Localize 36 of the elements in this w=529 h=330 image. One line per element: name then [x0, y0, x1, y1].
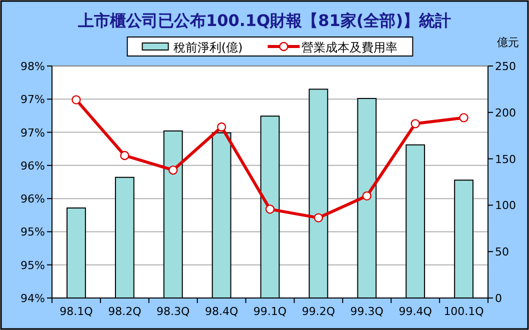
y-tick-label: 94%: [20, 292, 45, 305]
y2-tick-label: 200: [495, 106, 516, 120]
x-tick-label: 98.1Q: [60, 305, 94, 318]
y-tick-label: 97%: [20, 93, 45, 106]
y-tick-label: 95%: [20, 258, 45, 272]
point: [168, 165, 178, 175]
point: [362, 191, 372, 201]
x-tick-label: 99.3Q: [350, 305, 384, 318]
x-tick-label: 98.2Q: [108, 305, 142, 318]
point: [72, 95, 81, 104]
point: [216, 122, 226, 132]
y2-tick-label: 100: [495, 199, 516, 212]
point: [314, 213, 324, 222]
x-tick-label: 99.4Q: [398, 305, 432, 318]
point: [410, 119, 420, 128]
chart-title: 上市櫃公司已公布100.1Q財報【81家(全部)】統計: [76, 11, 452, 30]
y2-tick-label: 250: [495, 60, 516, 73]
y-tick-label: 97%: [20, 126, 45, 140]
x-tick-label: 98.4Q: [204, 305, 238, 318]
x-tick-label: 99.2Q: [302, 305, 336, 318]
y-tick-label: 98%: [20, 60, 45, 73]
x-tick-label: 100.1Q: [444, 305, 484, 318]
y-tick-label: 95%: [20, 226, 45, 239]
y2-axis-title: 億元: [497, 36, 519, 49]
y2-tick-label: 0: [495, 292, 502, 305]
point: [265, 204, 275, 214]
legend-label: 營業成本及費用率: [302, 40, 398, 54]
y2-tick-label: 150: [495, 152, 516, 166]
y-tick-label: 96%: [20, 192, 45, 206]
legend-label: 稅前淨利(億): [173, 40, 243, 54]
y-tick-label: 96%: [20, 159, 45, 172]
point: [459, 113, 468, 122]
point: [120, 150, 130, 160]
x-tick-label: 98.3Q: [156, 305, 190, 318]
x-tick-label: 99.1Q: [253, 305, 287, 318]
y2-tick-label: 50: [495, 246, 509, 259]
